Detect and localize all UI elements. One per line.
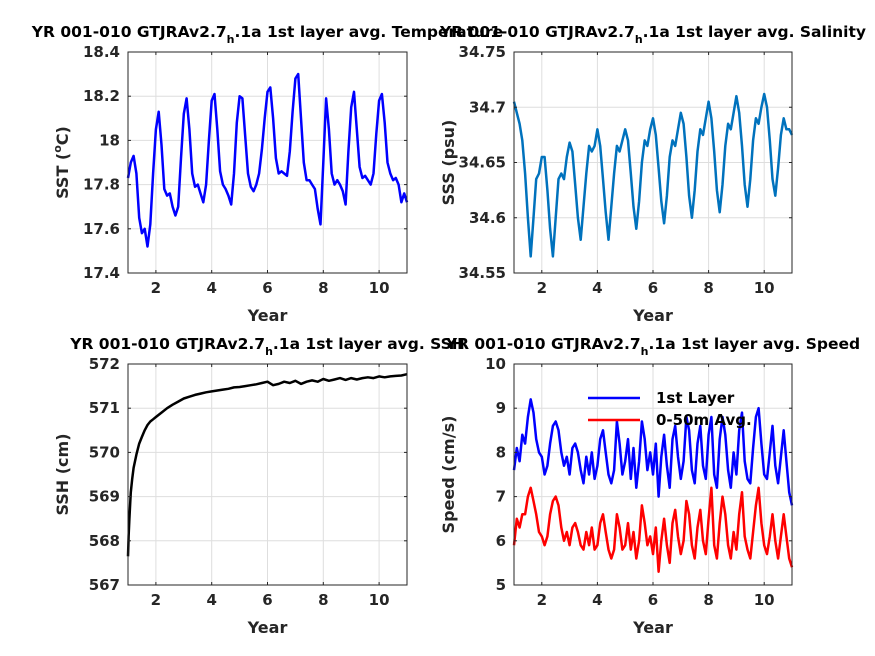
x-tick-label: 6 <box>648 279 658 297</box>
x-tick-label: 2 <box>537 279 547 297</box>
y-tick-label: 570 <box>89 443 120 461</box>
x-axis-label: Year <box>632 618 673 637</box>
x-tick-label: 2 <box>537 591 547 609</box>
sst-panel: 2 4 6 8 10 17.4 17.6 17.8 18 18.2 18.4 Year SST (oC)… <box>31 23 503 325</box>
x-tick-label: 4 <box>592 591 602 609</box>
x-tick-label: 8 <box>703 279 713 297</box>
chart-title: YR 001-010 GTJRAv2.7h.1a 1st layer avg. … <box>439 23 866 46</box>
y-tick-label: 34.75 <box>459 43 506 61</box>
x-tick-label: 8 <box>318 591 328 609</box>
y-tick-label: 17.4 <box>83 264 120 282</box>
y-tick-label: 7 <box>496 488 506 506</box>
y-tick-label: 5 <box>496 576 506 594</box>
series-line-1 <box>512 92 794 258</box>
y-tick-label: 34.6 <box>469 209 506 227</box>
series-line-1 <box>126 372 408 557</box>
y-axis-label: SSS (psu) <box>439 120 458 206</box>
chart-title: YR 001-010 GTJRAv2.7h.1a 1st layer avg. … <box>445 335 860 358</box>
legend-label: 0-50m Avg. <box>656 411 752 429</box>
series-line-1 <box>126 72 409 248</box>
x-tick-label: 4 <box>592 279 602 297</box>
x-tick-label: 4 <box>206 591 216 609</box>
y-tick-label: 17.6 <box>83 220 120 238</box>
y-axis-label: SST (oC) <box>51 126 72 199</box>
y-tick-label: 6 <box>496 532 506 550</box>
legend: 1st Layer 0-50m Avg. <box>588 389 752 429</box>
y-axis-label: Speed (cm/s) <box>439 416 458 534</box>
series-line-1 <box>512 398 794 506</box>
x-tick-label: 8 <box>318 279 328 297</box>
y-tick-label: 18.2 <box>83 87 120 105</box>
x-tick-label: 2 <box>151 279 161 297</box>
series-line-2 <box>512 486 794 573</box>
x-tick-label: 6 <box>262 279 272 297</box>
x-tick-label: 10 <box>369 591 390 609</box>
chart-title: YR 001-010 GTJRAv2.7h.1a 1st layer avg. … <box>69 335 465 358</box>
x-axis-label: Year <box>632 306 673 325</box>
y-tick-label: 572 <box>89 355 120 373</box>
y-tick-label: 569 <box>89 488 120 506</box>
chart-title: YR 001-010 GTJRAv2.7h.1a 1st layer avg. … <box>31 23 503 46</box>
x-tick-label: 10 <box>754 591 775 609</box>
y-tick-label: 10 <box>485 355 506 373</box>
y-tick-label: 9 <box>496 399 506 417</box>
y-tick-label: 18 <box>99 131 120 149</box>
x-tick-label: 6 <box>648 591 658 609</box>
ssh-panel: 2 4 6 8 10 567 568 569 570 571 572 Year SSH (cm) YR 0… <box>53 335 465 637</box>
y-tick-label: 17.8 <box>83 176 120 194</box>
x-tick-label: 8 <box>703 591 713 609</box>
x-axis-label: Year <box>247 306 288 325</box>
y-tick-label: 568 <box>89 532 120 550</box>
x-tick-label: 10 <box>754 279 775 297</box>
y-tick-label: 8 <box>496 443 506 461</box>
y-tick-label: 34.65 <box>459 154 506 172</box>
x-tick-label: 6 <box>262 591 272 609</box>
speed-panel: 2 4 6 8 10 5 6 7 8 9 10 Year Speed (cm/s) YR 001-010 … <box>439 335 860 637</box>
y-tick-label: 34.7 <box>469 98 506 116</box>
y-tick-label: 34.55 <box>459 264 506 282</box>
x-axis-label: Year <box>247 618 288 637</box>
x-tick-label: 4 <box>206 279 216 297</box>
x-tick-label: 10 <box>369 279 390 297</box>
sss-panel: 2 4 6 8 10 34.55 34.6 34.65 34.7 34.75 Year SSS (ps… <box>439 23 866 325</box>
y-tick-label: 18.4 <box>83 43 120 61</box>
legend-label: 1st Layer <box>656 389 735 407</box>
y-tick-label: 567 <box>89 576 120 594</box>
x-tick-label: 2 <box>151 591 161 609</box>
y-tick-label: 571 <box>89 399 120 417</box>
y-axis-label: SSH (cm) <box>53 433 72 515</box>
